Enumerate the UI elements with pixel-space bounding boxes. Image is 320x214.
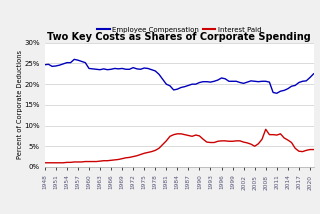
Interest Paid bbox=[190, 135, 194, 138]
Legend: Employee Compensation, Interest Paid: Employee Compensation, Interest Paid bbox=[95, 24, 264, 36]
Interest Paid bbox=[98, 160, 102, 162]
Employee Compensation bbox=[197, 81, 201, 84]
Title: Two Key Costs as Shares of Corporate Spending: Two Key Costs as Shares of Corporate Spe… bbox=[47, 32, 311, 42]
Interest Paid bbox=[312, 148, 316, 151]
Line: Interest Paid: Interest Paid bbox=[45, 129, 314, 163]
Interest Paid bbox=[264, 128, 268, 131]
Employee Compensation bbox=[72, 58, 76, 61]
Interest Paid bbox=[131, 155, 135, 158]
Employee Compensation bbox=[102, 68, 106, 70]
Employee Compensation bbox=[135, 68, 139, 70]
Employee Compensation bbox=[43, 63, 47, 66]
Interest Paid bbox=[290, 141, 293, 144]
Employee Compensation bbox=[106, 68, 109, 71]
Interest Paid bbox=[43, 162, 47, 164]
Y-axis label: Percent of Corporate Deductions: Percent of Corporate Deductions bbox=[17, 50, 23, 159]
Employee Compensation bbox=[194, 83, 198, 85]
Interest Paid bbox=[194, 134, 198, 136]
Interest Paid bbox=[102, 159, 106, 162]
Employee Compensation bbox=[275, 92, 279, 95]
Line: Employee Compensation: Employee Compensation bbox=[45, 59, 314, 93]
Employee Compensation bbox=[293, 84, 297, 87]
Employee Compensation bbox=[312, 73, 316, 75]
